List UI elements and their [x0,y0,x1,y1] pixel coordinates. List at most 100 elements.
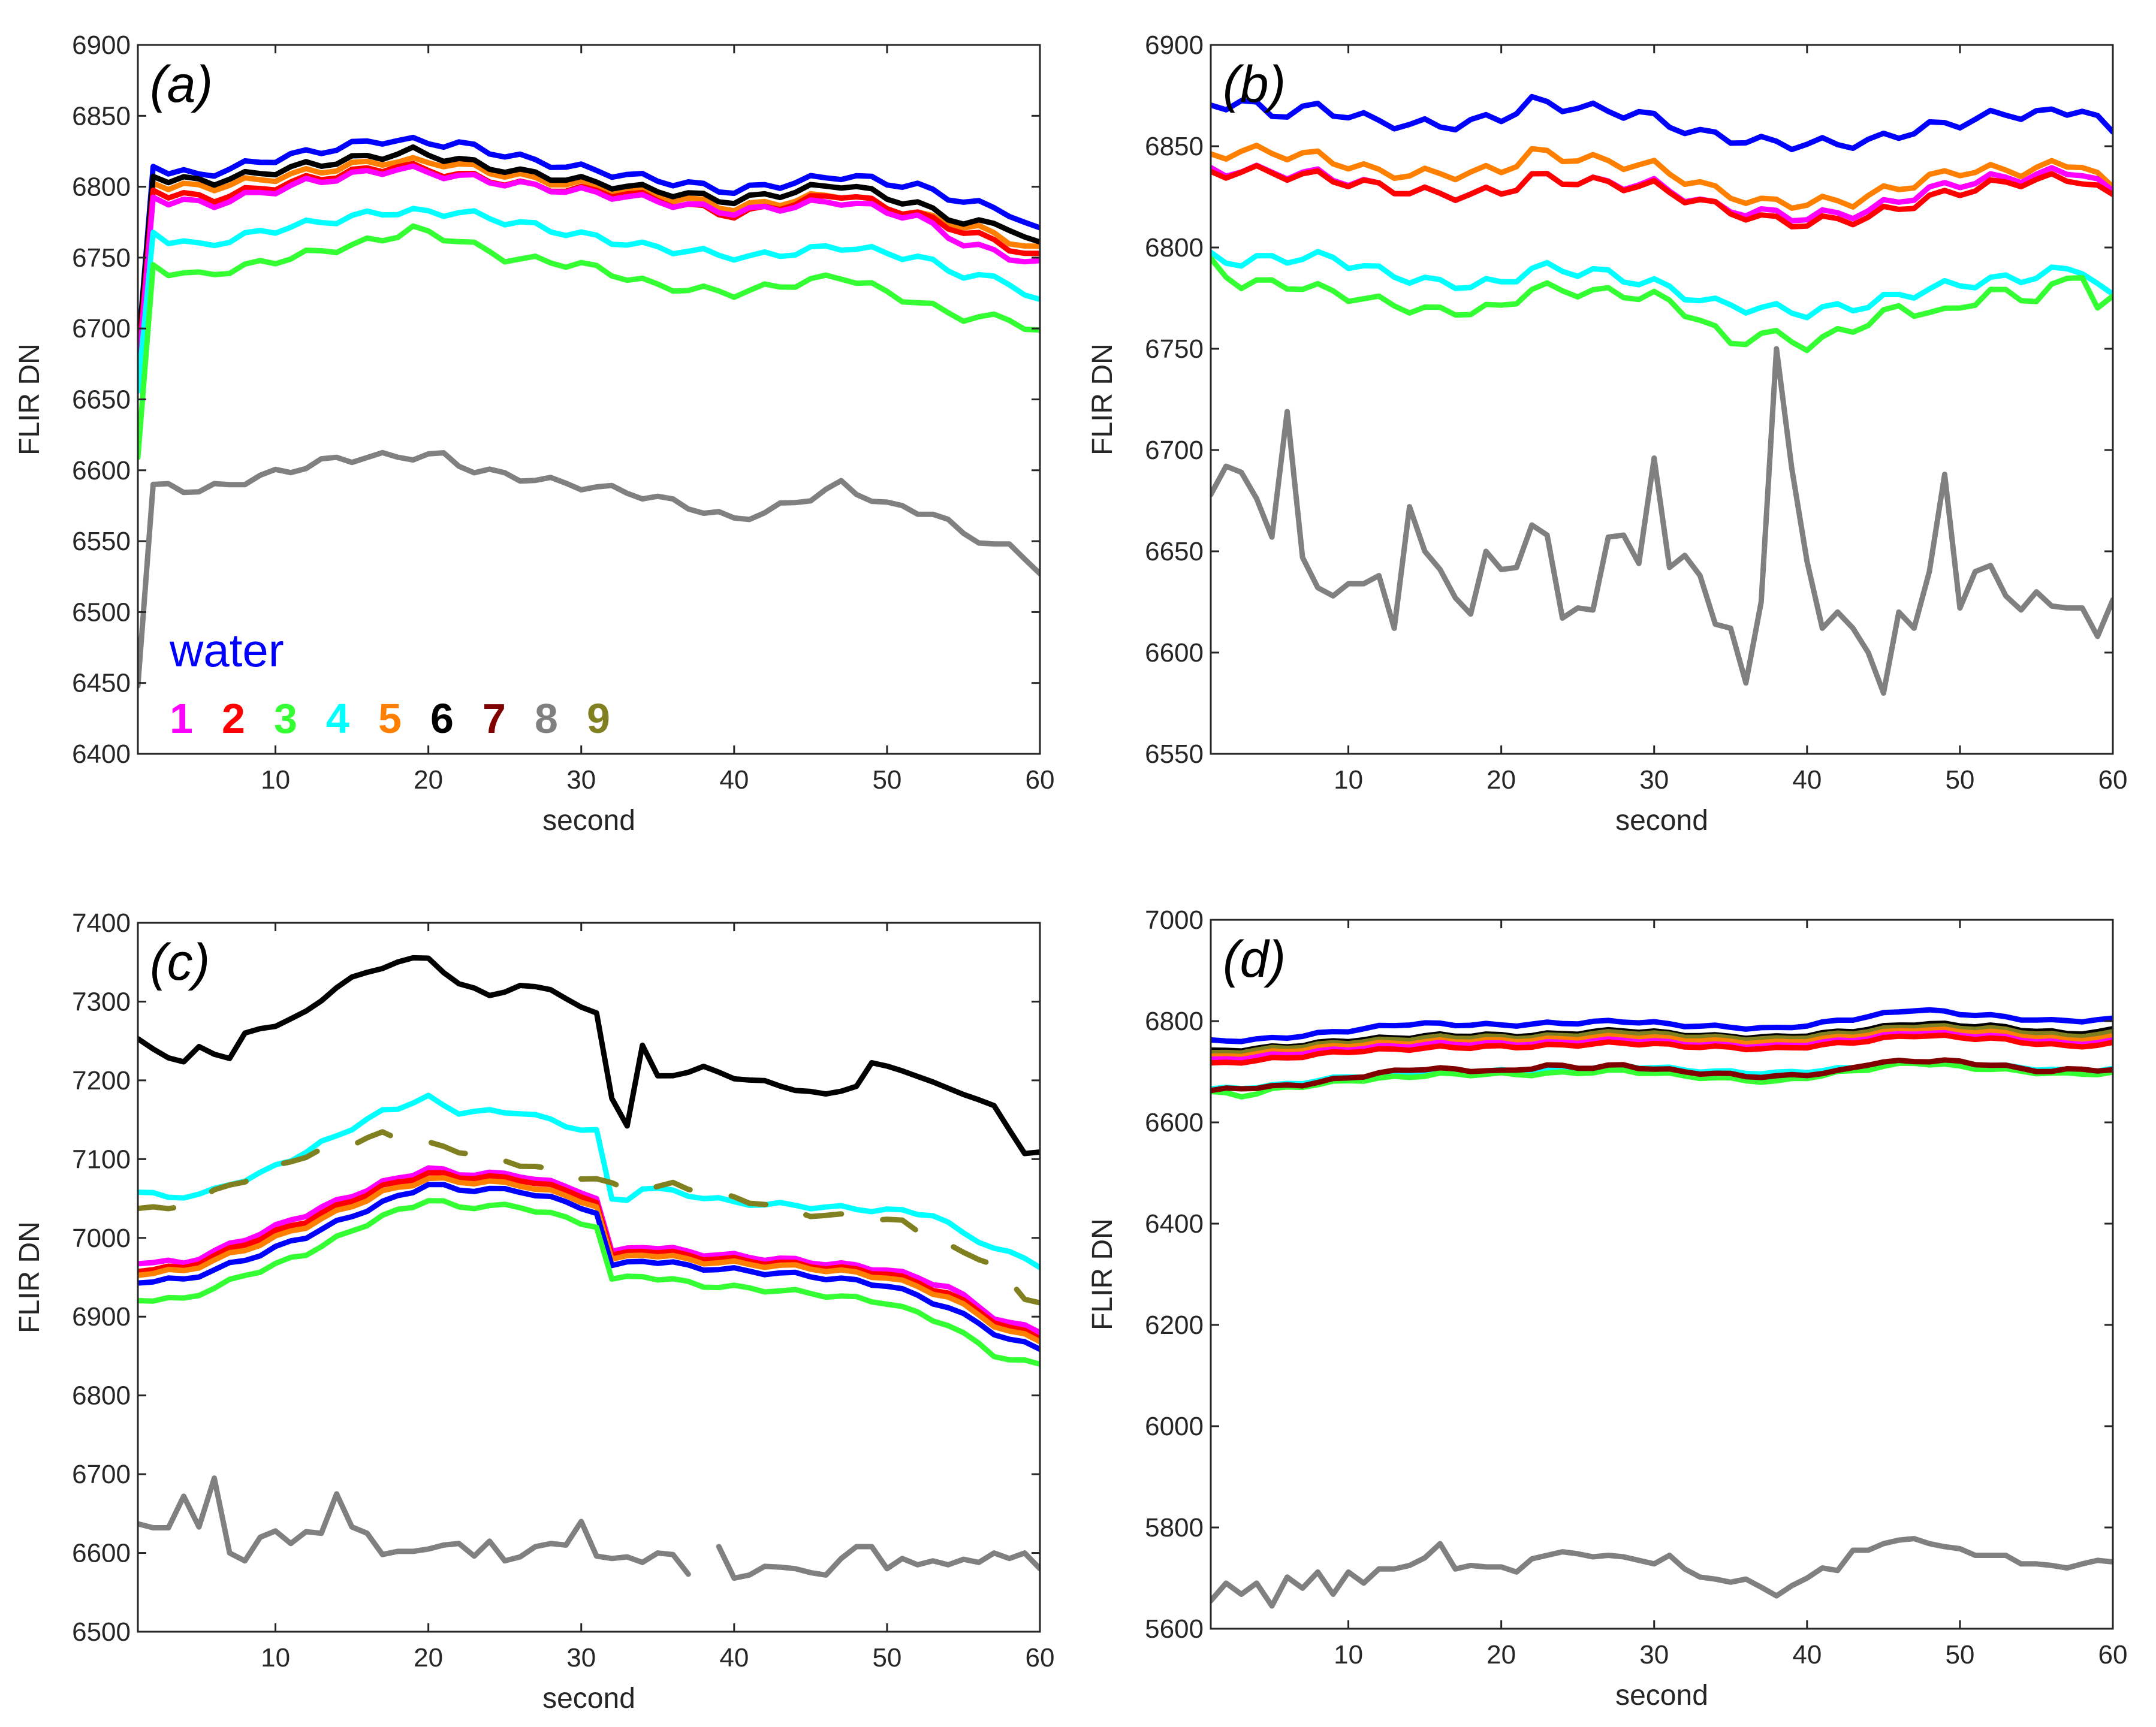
series-line-4 [138,206,1040,394]
legend-entry-2: 2 [222,695,245,742]
y-axis-label: FLIR DN [1087,343,1118,455]
series-line-7 [1211,1057,2113,1094]
legend-entry-4: 4 [326,695,349,742]
panel-d: 10 20 30 40 50 60 5600 5800 6000 6200 6400 6600 6800… [1087,905,2127,1711]
x-tick-label: 20 [414,1643,443,1672]
series-line-3 [1211,1060,2113,1100]
y-tick-label: 6800 [72,1381,131,1411]
series-line-4 [1211,249,2113,321]
x-tick-label: 30 [566,1643,596,1672]
y-tick-label: 6650 [72,385,131,415]
y-tick-label: 6900 [72,1302,131,1332]
series-line-1 [138,1165,1040,1336]
series-line-water [1211,93,2113,152]
y-tick-label: 6700 [72,1460,131,1489]
x-tick-label: 50 [872,765,901,795]
y-tick-label: 6900 [72,31,131,60]
series-group [1211,93,2113,696]
plot-area [138,45,1040,754]
legend-title: water [169,624,284,677]
legend-entry-7: 7 [483,695,506,742]
series-line-3 [1211,255,2113,354]
series-line-8 [1211,1536,2113,1609]
x-tick-label: 10 [1334,765,1363,795]
y-tick-label: 6800 [72,173,131,202]
x-tick-label: 50 [872,1643,901,1672]
x-tick-label: 60 [1026,1643,1055,1672]
x-axis-label: second [1615,1680,1708,1711]
series-group [138,134,1040,689]
series-line-9 [138,1129,1040,1306]
y-axis-label: FLIR DN [14,1221,46,1333]
y-tick-label: 6800 [1145,233,1204,262]
y-tick-label: 6400 [1145,1209,1204,1239]
legend-entry-8: 8 [535,695,558,742]
x-tick-label: 50 [1945,765,1974,795]
axes-frame [1210,919,2114,1630]
panel-b: 10 20 30 40 50 60 6550 6600 6650 6700 6750 6800 6850… [1087,31,2127,837]
y-tick-label: 7300 [72,987,131,1016]
x-tick-label: 60 [2098,765,2128,795]
series-line-3 [138,223,1040,460]
x-axis-label: second [542,1683,635,1714]
y-tick-label: 7400 [72,908,131,938]
series-line-8 [138,1475,691,1577]
y-tick-label: 6500 [72,1617,131,1647]
x-tick-label: 20 [1486,765,1516,795]
y-tick-label: 6850 [1145,132,1204,161]
y-axis-label: FLIR DN [1087,1218,1118,1330]
y-tick-label: 6400 [72,739,131,769]
x-tick-label: 40 [719,1643,749,1672]
legend-entry-5: 5 [378,695,402,742]
legend-entry-1: 1 [170,695,193,742]
x-tick-label: 10 [261,765,290,795]
series-line-1 [138,163,1040,379]
series-line-2 [138,1170,1040,1342]
panel-label: (c) [150,934,210,991]
series-line-2 [1211,163,2113,230]
y-tick-label: 6800 [1145,1007,1204,1036]
y-tick-label: 5600 [1145,1614,1204,1644]
panel-label: (b) [1223,56,1286,113]
series-line-3 [138,1198,1040,1367]
y-tick-label: 6600 [72,456,131,485]
x-tick-label: 60 [1026,765,1055,795]
panel-label: (d) [1223,931,1286,988]
y-tick-label: 6200 [1145,1311,1204,1340]
x-tick-label: 20 [1486,1640,1516,1669]
y-axis-label: FLIR DN [14,343,46,455]
series-group [138,955,1040,1581]
y-tick-label: 6000 [1145,1412,1204,1441]
y-tick-label: 6600 [1145,1108,1204,1137]
y-tick-label: 6600 [72,1539,131,1568]
y-tick-label: 6450 [72,669,131,698]
y-tick-label: 7000 [1145,905,1204,935]
y-tick-label: 7000 [72,1224,131,1253]
y-tick-label: 5800 [1145,1513,1204,1542]
x-tick-label: 40 [1792,765,1822,795]
y-tick-label: 6550 [72,527,131,556]
series-line-5 [138,1175,1040,1345]
x-tick-label: 30 [1639,765,1669,795]
series-line-2 [1211,1032,2113,1066]
y-tick-label: 6700 [72,314,131,343]
y-tick-label: 6900 [1145,31,1204,60]
panel-label: (a) [150,56,213,113]
series-line-water [138,1182,1040,1352]
series-line-8 [1211,346,2113,696]
x-tick-label: 40 [1792,1640,1822,1669]
legend-entry-9: 9 [587,695,610,742]
legend-entry-6: 6 [430,695,454,742]
x-tick-label: 10 [261,1643,290,1672]
series-line-water [138,134,1040,358]
y-tick-label: 6650 [1145,537,1204,566]
series-line-9 [1211,1023,2113,1056]
y-tick-label: 6750 [72,243,131,273]
plot-area [1211,45,2113,754]
x-tick-label: 50 [1945,1640,1974,1669]
series-group [1211,1007,2113,1609]
y-tick-label: 6750 [1145,334,1204,364]
series-line-water [1211,1007,2113,1044]
series-line-8 [716,1544,1040,1581]
y-tick-label: 7100 [72,1145,131,1174]
